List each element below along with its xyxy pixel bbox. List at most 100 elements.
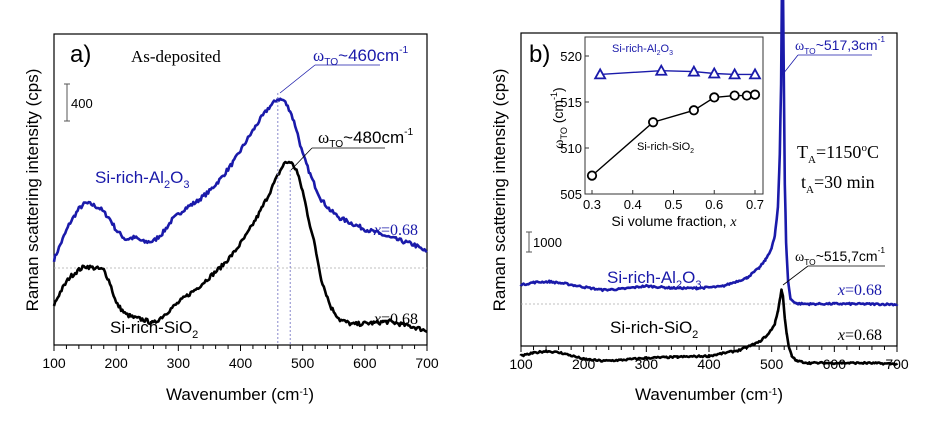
inset-y-sub: TO (559, 127, 569, 139)
series-label-main: Si-rich-Al (95, 168, 164, 187)
omega-sub: TO (329, 139, 343, 150)
inset-point-circle (749, 89, 761, 100)
annotation-sup: -1 (404, 127, 413, 138)
inset-y-label: ωTO (cm-1) (549, 87, 569, 148)
ta-degree: o (861, 142, 867, 154)
annotation-leader (290, 147, 313, 171)
inset-label-sub: 2 (657, 50, 661, 57)
series-label-sub: 2 (692, 329, 698, 341)
x-tick-label: 100 (42, 355, 66, 371)
x-tick-label: 100 (509, 356, 533, 372)
series-line-sio2 (52, 160, 428, 333)
inset-plot: 0.3 0.4 0.5 0.6 0.7 505 510 515 520 Si volume fr… (549, 36, 764, 230)
series-label-main: Si-rich-SiO (110, 318, 192, 337)
inset-x-label: Si volume fraction, x (611, 213, 737, 230)
peak-annotation: ωTO~515,7cm-1 (795, 245, 885, 267)
omega-sub: TO (804, 257, 816, 267)
inset-point-triangle (748, 67, 762, 80)
x-tick-label: 400 (229, 355, 253, 371)
inset-y-tick-label: 505 (560, 187, 582, 202)
plot-frame-a (53, 33, 428, 346)
scale-bar-label-a: 400 (71, 96, 93, 111)
series-label-al2o3: Si-rich-Al2O3 (95, 168, 189, 191)
composition-value: =0.68 (381, 222, 418, 239)
annotation-value: ~460cm (338, 46, 399, 65)
inset-point-triangle (593, 67, 607, 80)
ta-symbol: T (797, 142, 808, 162)
scale-bar-b: 1000 (526, 231, 562, 253)
tanneal-symbol: t (801, 172, 806, 192)
x-tick-label: 700 (415, 355, 439, 371)
inset-label-mid: O (661, 43, 670, 55)
series-label-sub: 2 (676, 279, 682, 291)
panel-b: Raman scattering intensity (cps) b) 1000… (490, 0, 909, 404)
conditions-text: TA=1150oC tA=30 min (797, 142, 879, 196)
x-axis-label-b: Wavenumber (cm-1) (635, 385, 783, 404)
series-label-main: Si-rich-SiO (610, 318, 692, 337)
composition-label: x=0.68 (373, 222, 418, 239)
annotation-leader (782, 54, 799, 75)
inset-point-triangle (728, 67, 742, 80)
x-axis-label-a: Wavenumber (cm-1) (166, 385, 314, 404)
x-axis-label-a-main: Wavenumber (cm (166, 385, 300, 404)
series-line-al2o3 (52, 97, 428, 263)
series-label-sub: 3 (183, 179, 189, 191)
anneal-time: tA=30 min (801, 172, 875, 196)
composition-value: =0.68 (381, 311, 418, 328)
inset-point-circle (729, 90, 740, 101)
annotation-value: ~480cm (343, 128, 404, 147)
series-label-mid: O (682, 268, 695, 287)
ta-value: =1150 (816, 142, 861, 162)
annotation-leader (782, 265, 809, 286)
x-axis-label-a-sup: -1 (299, 387, 308, 398)
x-axis-label-b-main: Wavenumber (cm (635, 385, 769, 404)
inset-label-main: Si-rich-Al (612, 43, 657, 55)
x-axis-label-b-sup: -1 (768, 387, 777, 398)
inset-point-circle (709, 92, 720, 103)
omega-symbol: ω (313, 46, 324, 65)
x-tick-label: 400 (697, 356, 721, 372)
series-line-al2o3 (519, 0, 899, 307)
series-label-sub: 3 (695, 279, 701, 291)
inset-x-tick-label: 0.7 (746, 197, 764, 212)
inset-point-triangle (687, 64, 701, 77)
x-axis-a: 100 200 300 400 500 600 700 (42, 345, 439, 371)
annotation-value: ~517,3cm (816, 37, 878, 53)
inset-y-tick-label: 520 (560, 49, 582, 64)
chart-title-a: As-deposited (131, 47, 221, 66)
series-label-sio2: Si-rich-SiO2 (610, 318, 698, 341)
omega-symbol: ω (795, 39, 804, 54)
composition-label: x=0.68 (373, 311, 418, 328)
x-axis-label-b-end: ) (777, 385, 783, 404)
inset-x-tick-label: 0.6 (705, 197, 723, 212)
anneal-temperature: TA=1150oC (797, 142, 879, 166)
series-label-main: Si-rich-Al (607, 268, 676, 287)
composition-label: x=0.68 (837, 327, 882, 344)
omega-sub: TO (324, 57, 338, 68)
series-label-mid: O (170, 168, 183, 187)
scale-bar-label-b: 1000 (533, 235, 562, 250)
omega-sub: TO (804, 46, 816, 56)
series-label-sub: 2 (164, 179, 170, 191)
composition-value: =0.68 (845, 282, 882, 299)
y-axis-label-b: Raman scattering intensity (cps) (490, 69, 509, 312)
inset-series-label-sio2: Si-rich-SiO2 (637, 141, 694, 155)
composition-value: =0.68 (845, 327, 882, 344)
x-tick-label: 300 (167, 355, 191, 371)
scale-bar-a: 400 (64, 83, 93, 122)
inset-axes: 0.3 0.4 0.5 0.6 0.7 505 510 515 520 (560, 49, 764, 212)
inset-y-tick-label: 515 (560, 95, 582, 110)
series-label-sio2: Si-rich-SiO2 (110, 318, 198, 341)
inset-x-label-var: x (729, 215, 737, 230)
inset-x-tick-label: 0.5 (664, 197, 682, 212)
x-tick-label: 200 (104, 355, 128, 371)
x-axis-label-a-end: ) (308, 385, 314, 404)
inset-point-triangle (707, 66, 721, 79)
inset-point-circle (688, 105, 699, 116)
inset-y-end: ) (550, 87, 566, 92)
